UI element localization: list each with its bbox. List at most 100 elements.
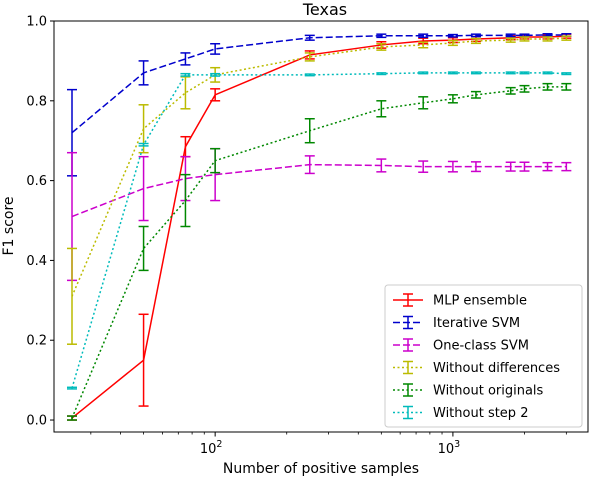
error-bar [519, 36, 530, 42]
legend-item: Iterative SVM [393, 315, 520, 331]
legend-swatch [393, 383, 423, 397]
error-bar [519, 71, 530, 75]
error-bar [519, 161, 530, 172]
error-bar [138, 313, 149, 407]
error-bar [304, 118, 315, 144]
error-bar [180, 52, 191, 66]
error-bar [470, 90, 481, 99]
error-bar [210, 72, 221, 77]
x-tick-exponent: 3 [454, 439, 460, 450]
error-bar [304, 34, 315, 41]
error-bar [180, 76, 191, 110]
error-bar [470, 161, 481, 173]
error-bar [67, 386, 78, 390]
error-bar [376, 158, 387, 173]
legend-label: One-class SVM [433, 339, 529, 354]
error-bar [418, 96, 429, 110]
x-axis-label: Number of positive samples [223, 461, 419, 477]
legend-item: Without step 2 [393, 405, 528, 421]
x-tick-base: 10 [438, 442, 455, 457]
error-bar [505, 37, 516, 43]
error-bar [304, 73, 315, 77]
series-line [71, 37, 567, 297]
error-bar [447, 71, 458, 75]
error-bar [561, 161, 572, 172]
error-bar [542, 36, 553, 42]
y-tick-label: 0.2 [26, 334, 47, 349]
error-bar [376, 72, 387, 76]
plot-area [67, 33, 572, 421]
error-bar [447, 94, 458, 104]
y-tick-label: 0.4 [26, 254, 47, 269]
x-tick-exponent: 2 [216, 439, 222, 450]
legend-label: Iterative SVM [433, 316, 520, 331]
error-bar [210, 88, 221, 102]
series-line [71, 34, 567, 134]
legend-label: MLP ensemble [433, 294, 527, 309]
error-bar [138, 142, 149, 147]
error-bar [542, 71, 553, 75]
error-bar [376, 100, 387, 118]
error-bar [138, 155, 149, 222]
legend-item: One-class SVM [393, 338, 529, 354]
error-bar [304, 52, 315, 62]
error-bar [418, 33, 429, 39]
error-bar [519, 84, 530, 93]
error-bar [561, 72, 572, 76]
y-axis: 0.0 0.2 0.4 0.6 0.8 1.0 [26, 15, 54, 429]
error-bar [542, 161, 553, 172]
x-tick-base: 10 [200, 442, 217, 457]
y-tick-label: 0.6 [26, 174, 47, 189]
error-bar [418, 71, 429, 75]
series-group [67, 147, 572, 282]
error-bar [542, 82, 553, 91]
series-line [71, 163, 567, 218]
y-tick-label: 1.0 [26, 15, 47, 30]
legend: MLP ensemble Iterative SVM One-class SVM Wi… [384, 284, 583, 428]
error-bar [561, 35, 572, 41]
series-group [67, 71, 572, 390]
legend-swatch [393, 405, 423, 420]
error-bar [505, 161, 516, 172]
error-bar [138, 60, 149, 86]
legend-item: MLP ensemble [393, 293, 527, 309]
y-tick-label: 0.0 [26, 414, 47, 429]
legend-swatch [393, 360, 423, 375]
error-bar [138, 225, 149, 272]
error-bar [304, 155, 315, 175]
legend-label: Without differences [433, 361, 560, 376]
y-tick-label: 0.8 [26, 94, 47, 109]
axes-frame [53, 20, 589, 433]
x-axis: 102 103 [90, 432, 567, 457]
x-tick-label: 102 [200, 439, 223, 457]
error-bar [67, 247, 78, 345]
error-bar [447, 33, 458, 38]
error-bar [505, 33, 516, 38]
y-axis-label: F1 score [1, 196, 17, 255]
error-bar [542, 33, 553, 37]
error-bar [67, 415, 78, 421]
error-bar [210, 42, 221, 55]
legend-swatch [393, 315, 423, 330]
error-bar [210, 147, 221, 174]
series-group [67, 35, 572, 345]
legend-label: Without originals [433, 384, 544, 399]
error-bar [470, 71, 481, 75]
x-tick-label: 103 [438, 439, 461, 457]
error-bar [505, 71, 516, 75]
chart-title: Texas [302, 0, 347, 19]
error-bar [376, 42, 387, 51]
legend-frame [384, 284, 583, 428]
legend-label: Without step 2 [433, 406, 528, 421]
error-bar [447, 39, 458, 47]
series-group [67, 82, 572, 421]
legend-swatch [393, 293, 423, 307]
error-bar [376, 33, 387, 39]
error-bar [180, 72, 191, 77]
error-bar [447, 160, 458, 173]
error-bar [470, 37, 481, 45]
error-bar [505, 86, 516, 95]
legend-item: Without originals [393, 383, 544, 399]
error-bar [180, 173, 191, 228]
legend-swatch [393, 338, 423, 352]
